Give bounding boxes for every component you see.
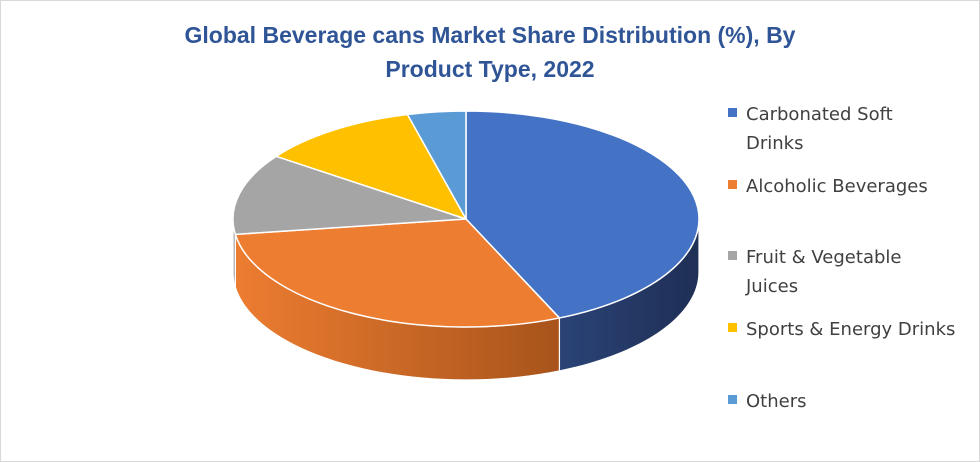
chart-title-line-2: Product Type, 2022 <box>385 56 595 82</box>
pie-slice-carbonated-soft-drinks[interactable] <box>465 110 700 319</box>
legend-swatch-sports-energy-drinks <box>728 323 737 332</box>
pie-slice-fruit-vegetable-juices[interactable] <box>232 155 467 236</box>
legend-item-alcoholic-beverages[interactable]: Alcoholic Beverages <box>728 172 978 201</box>
legend-item-sports-energy-drinks[interactable]: Sports & Energy Drinks <box>728 315 978 344</box>
legend-item-others[interactable]: Others <box>728 387 978 416</box>
legend-label-carbonated-soft-drinks: Carbonated Soft Drinks <box>746 104 893 154</box>
chart-title: Global Beverage cans Market Share Distri… <box>40 18 940 86</box>
pie-slice-others[interactable] <box>406 110 467 220</box>
pie-top <box>232 110 700 328</box>
chart-title-line-1: Global Beverage cans Market Share Distri… <box>184 22 796 48</box>
legend-swatch-others <box>728 395 737 404</box>
pie-slice-alcoholic-beverages[interactable] <box>234 218 561 328</box>
legend-item-carbonated-soft-drinks[interactable]: Carbonated Soft Drinks <box>728 100 978 158</box>
legend-item-fruit-vegetable-juices[interactable]: Fruit & Vegetable Juices <box>728 243 978 301</box>
legend-swatch-fruit-vegetable-juices <box>728 251 737 260</box>
legend-label-alcoholic-beverages: Alcoholic Beverages <box>746 176 928 197</box>
legend-label-fruit-vegetable-juices: Fruit & Vegetable Juices <box>746 247 902 297</box>
legend-swatch-carbonated-soft-drinks <box>728 108 737 117</box>
legend-label-others: Others <box>746 391 807 412</box>
pie-slice-sports-energy-drinks[interactable] <box>275 113 467 220</box>
legend-swatch-alcoholic-beverages <box>728 180 737 189</box>
legend-label-sports-energy-drinks: Sports & Energy Drinks <box>746 319 956 340</box>
